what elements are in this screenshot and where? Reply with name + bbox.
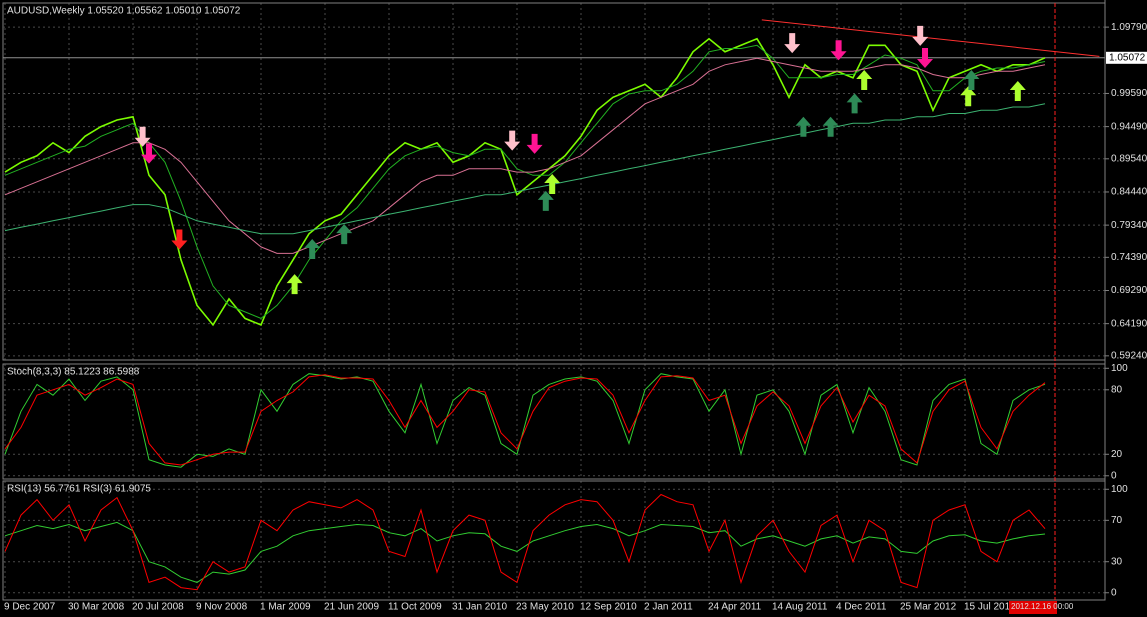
x-tick-label: 2 Jan 2011 <box>644 602 693 613</box>
signal-arrow <box>795 116 812 137</box>
y-tick-label: 70 <box>1111 515 1123 526</box>
cursor-label: 2012.12.16 00:00 <box>1011 602 1074 611</box>
x-tick-label: 12 Sep 2010 <box>580 602 637 613</box>
x-tick-label: 21 Jun 2009 <box>324 602 379 613</box>
y-tick-label: 0.99590 <box>1111 88 1147 99</box>
y-tick-label: 0.79340 <box>1111 220 1147 231</box>
signal-arrow <box>286 274 303 295</box>
x-tick-label: 20 Jul 2008 <box>132 602 184 613</box>
y-tick-label: 0 <box>1111 470 1117 481</box>
x-tick-label: 31 Jan 2010 <box>452 602 507 613</box>
signal-arrow <box>336 224 353 245</box>
x-tick-label: 11 Oct 2009 <box>388 602 442 613</box>
x-tick-label: 23 May 2010 <box>516 602 574 613</box>
x-tick-label: 15 Jul 2012 <box>964 602 1016 613</box>
y-tick-label: 0.59240 <box>1111 350 1147 361</box>
current-price-label: 1.05072 <box>1109 52 1146 63</box>
y-tick-label: 0 <box>1111 587 1117 598</box>
y-tick-label: 20 <box>1111 449 1123 460</box>
y-tick-label: 0.74390 <box>1111 252 1147 263</box>
signal-arrow <box>304 239 321 260</box>
series-line <box>4 521 1046 583</box>
signal-arrow <box>912 25 929 46</box>
signal-arrow <box>830 40 847 61</box>
panel-title: AUDUSD,Weekly 1.05520 1.05562 1.05010 1.… <box>7 6 241 17</box>
signal-arrow <box>526 133 543 154</box>
panel-title: RSI(13) 56.7761 RSI(3) 61.9075 <box>7 484 151 495</box>
signal-arrow <box>171 229 188 250</box>
trendline <box>761 19 1100 57</box>
y-tick-label: 0.69290 <box>1111 285 1147 296</box>
x-tick-label: 14 Aug 2011 <box>772 602 828 613</box>
x-tick-label: 30 Mar 2008 <box>68 602 125 613</box>
panel-title: Stoch(8,3,3) 85.1223 86.5988 <box>7 367 140 378</box>
y-tick-label: 0.94490 <box>1111 121 1147 132</box>
signal-arrow <box>544 174 561 195</box>
signal-arrow <box>917 48 933 69</box>
signal-arrow <box>784 33 801 54</box>
series-line <box>4 57 1046 254</box>
signal-arrow <box>822 116 839 137</box>
x-tick-label: 9 Dec 2007 <box>4 602 56 613</box>
y-tick-label: 0.89540 <box>1111 153 1147 164</box>
x-tick-label: 25 Mar 2012 <box>900 602 957 613</box>
series-line <box>4 103 1046 235</box>
y-tick-label: 100 <box>1111 484 1128 495</box>
signal-arrow <box>960 86 977 107</box>
x-tick-label: 4 Dec 2011 <box>836 602 887 613</box>
x-tick-label: 24 Apr 2011 <box>708 602 762 613</box>
x-tick-label: 1 Mar 2009 <box>260 602 311 613</box>
signal-arrow <box>504 130 521 151</box>
series-line <box>4 493 1046 591</box>
x-tick-label: 9 Nov 2008 <box>196 602 248 613</box>
signal-arrow <box>856 69 873 90</box>
signal-arrow <box>846 93 863 114</box>
y-tick-label: 100 <box>1111 363 1128 374</box>
series-line <box>4 374 1046 466</box>
y-tick-label: 0.64190 <box>1111 318 1147 329</box>
current-price-box <box>1106 51 1147 64</box>
signal-arrow <box>141 143 157 164</box>
y-tick-label: 30 <box>1111 556 1123 567</box>
signal-arrow <box>134 126 151 147</box>
cursor-label-box <box>1009 601 1057 614</box>
signal-arrow <box>963 69 980 90</box>
y-tick-label: 0.84440 <box>1111 187 1147 198</box>
series-line <box>4 373 1046 468</box>
signal-arrow <box>1009 81 1026 102</box>
y-tick-label: 80 <box>1111 384 1123 395</box>
series-line <box>4 37 1046 327</box>
signal-arrow <box>537 190 554 211</box>
y-tick-label: 1.09790 <box>1111 22 1147 33</box>
